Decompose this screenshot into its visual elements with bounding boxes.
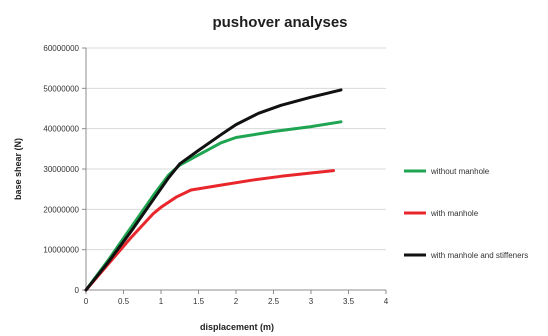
legend-entry: without manhole bbox=[430, 167, 490, 176]
x-tick-label: 2 bbox=[234, 297, 239, 306]
x-tick-label: 3.5 bbox=[343, 297, 355, 306]
y-tick-label: 0 bbox=[75, 286, 80, 295]
y-tick-label: 20000000 bbox=[43, 205, 79, 214]
series-line-3 bbox=[84, 88, 343, 292]
legend-entry: with manhole and stiffeners bbox=[430, 251, 528, 260]
series-line-1 bbox=[84, 120, 343, 292]
series-line-2 bbox=[84, 169, 335, 292]
legend-entry: with manhole bbox=[430, 209, 479, 218]
y-tick-label: 10000000 bbox=[43, 246, 79, 255]
x-tick-label: 3 bbox=[309, 297, 314, 306]
y-tick-label: 40000000 bbox=[43, 125, 79, 134]
y-tick-label: 30000000 bbox=[43, 165, 79, 174]
axes bbox=[82, 47, 387, 294]
x-axis-title: displacement (m) bbox=[200, 322, 274, 332]
x-tick-label: 1 bbox=[159, 297, 164, 306]
x-tick-label: 0 bbox=[84, 297, 89, 306]
tick-labels: 0 10000000 20000000 30000000 40000000 5000000… bbox=[43, 44, 388, 306]
y-axis-title: base shear (N) bbox=[13, 138, 23, 200]
y-tick-label: 60000000 bbox=[43, 44, 79, 53]
series-lines bbox=[84, 88, 343, 292]
legend: without manhole with manhole with manhole … bbox=[404, 167, 528, 260]
y-tick-label: 50000000 bbox=[43, 84, 79, 93]
gridlines bbox=[86, 47, 386, 251]
chart-title: pushover analyses bbox=[212, 14, 347, 31]
x-tick-label: 0.5 bbox=[118, 297, 130, 306]
x-tick-label: 4 bbox=[384, 297, 389, 306]
x-tick-label: 2.5 bbox=[268, 297, 280, 306]
x-tick-label: 1.5 bbox=[193, 297, 205, 306]
